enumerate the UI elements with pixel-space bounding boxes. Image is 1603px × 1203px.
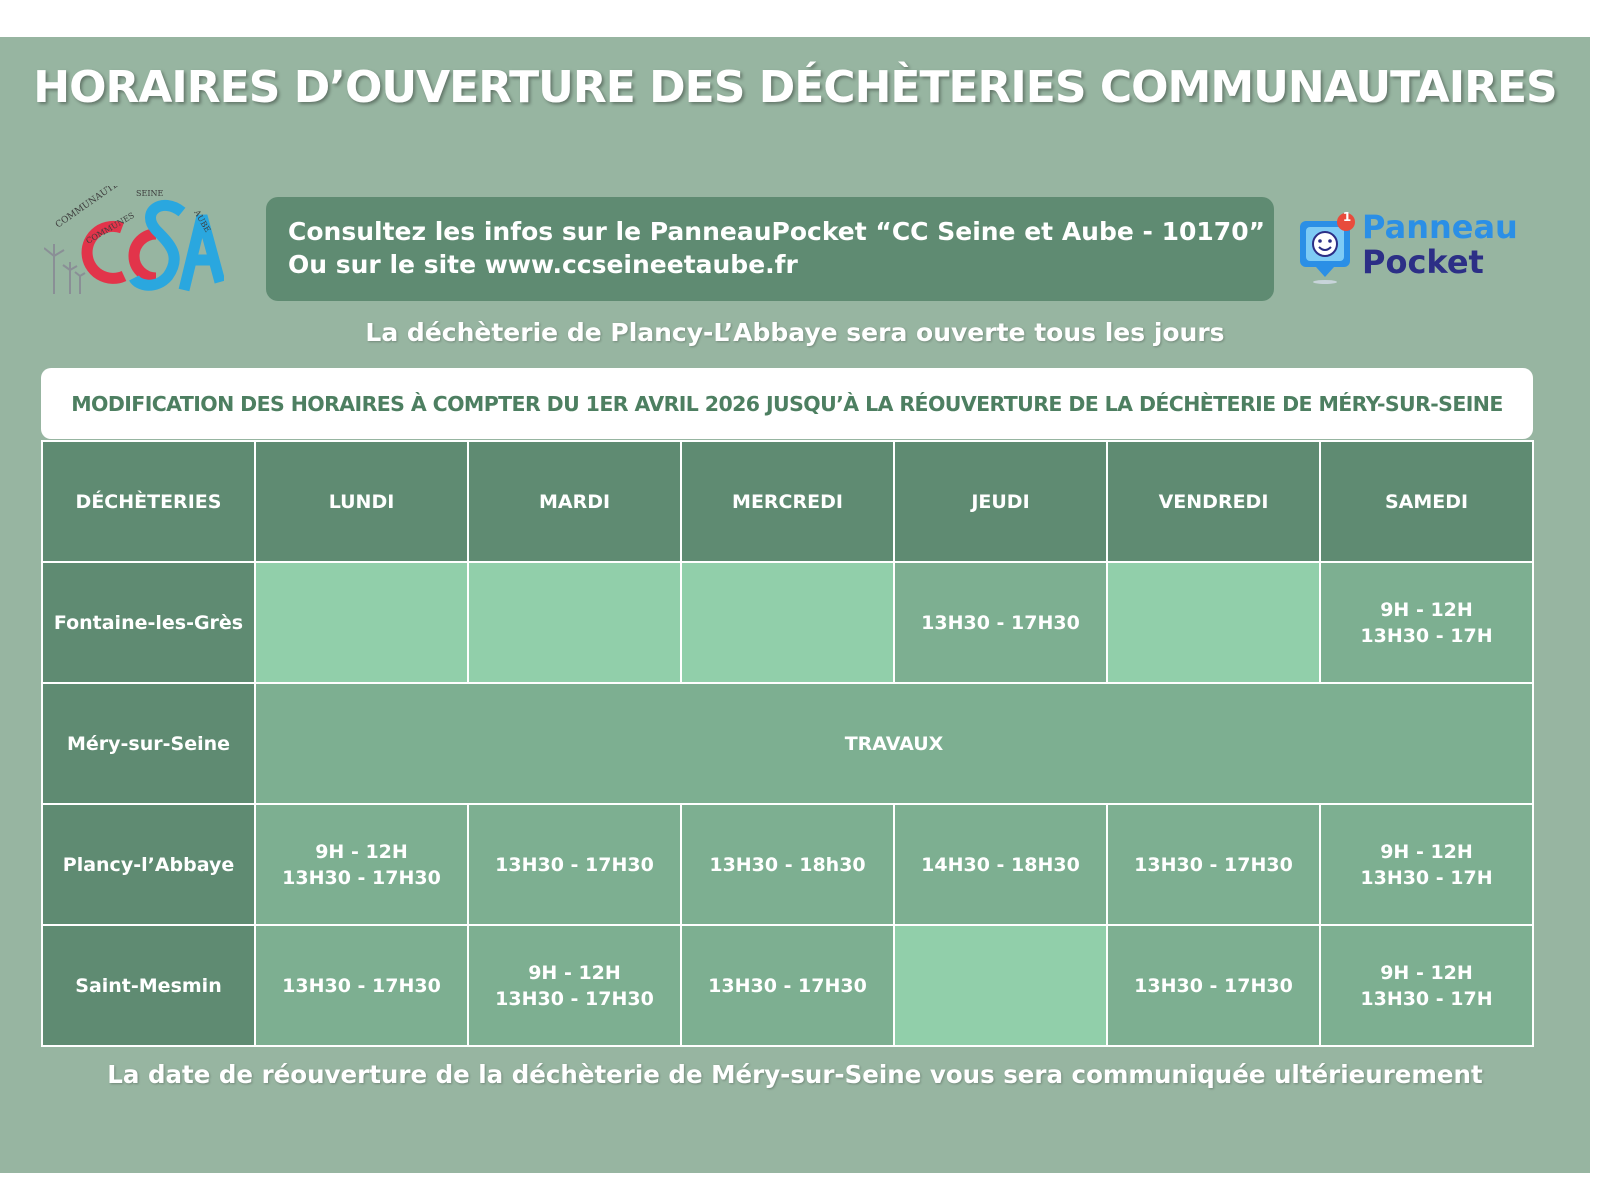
table-row: Saint-Mesmin 13H30 - 17H30 9H - 12H 13H30 -…: [41, 924, 1534, 1047]
panneaupocket-logo: 1 Panneau Pocket: [1298, 208, 1538, 288]
column-header-mercredi: MERCREDI: [680, 440, 895, 563]
ccsa-logo: COMMUNAUTÉ COMMUNES SEINE AUBE: [43, 178, 226, 306]
hours-line: 13H30 - 17H30: [282, 974, 441, 997]
hours-line: 13H30 - 17H: [1360, 866, 1493, 889]
site-name-cell: Méry-sur-Seine: [41, 682, 256, 805]
hours-line: 13H30 - 17H30: [495, 987, 654, 1010]
column-header-lundi: LUNDI: [254, 440, 469, 563]
panneaupocket-line1: Panneau: [1362, 208, 1518, 246]
ccsa-logo-icon: COMMUNAUTÉ COMMUNES SEINE AUBE: [43, 178, 226, 294]
hours-line: 9H - 12H: [1380, 598, 1473, 621]
notification-badge: 1: [1342, 210, 1352, 224]
site-name-cell: Plancy-l’Abbaye: [41, 803, 256, 926]
column-header-site: DÉCHÈTERIES: [41, 440, 256, 563]
column-header-samedi: SAMEDI: [1319, 440, 1534, 563]
hours-cell-mardi: 13H30 - 17H30: [467, 803, 682, 926]
hours-cell-mardi: [467, 561, 682, 684]
panneaupocket-icon: [1300, 213, 1355, 284]
hours-cell-vendredi: [1106, 561, 1321, 684]
hours-cell-lundi: 13H30 - 17H30: [254, 924, 469, 1047]
hours-cell-jeudi: [893, 924, 1108, 1047]
column-header-jeudi: JEUDI: [893, 440, 1108, 563]
footer-note: La date de réouverture de la déchèterie …: [107, 1060, 1483, 1089]
subtitle: La déchèterie de Plancy-L’Abbaye sera ou…: [365, 318, 1225, 347]
hours-line: 13H30 - 17H: [1360, 624, 1493, 647]
hours-cell-mardi: 9H - 12H 13H30 - 17H30: [467, 924, 682, 1047]
logo-text-seine: SEINE: [136, 189, 163, 198]
hours-line: 9H - 12H: [1380, 840, 1473, 863]
table-row: Méry-sur-Seine TRAVAUX: [41, 682, 1534, 805]
info-box: Consultez les infos sur le PanneauPocket…: [266, 197, 1274, 301]
table-row: Fontaine-les-Grès 13H30 - 17H30 9H - 12H 13…: [41, 561, 1534, 684]
table-header-row: DÉCHÈTERIES LUNDI MARDI MERCREDI JEUDI V…: [41, 440, 1534, 563]
info-line-panneaupocket: Consultez les infos sur le PanneauPocket…: [288, 217, 1266, 246]
hours-cell-samedi: 9H - 12H 13H30 - 17H: [1319, 803, 1534, 926]
hours-cell-lundi: 9H - 12H 13H30 - 17H30: [254, 803, 469, 926]
hours-line: 13H30 - 17H30: [921, 611, 1080, 634]
site-name-cell: Fontaine-les-Grès: [41, 561, 256, 684]
hours-cell-samedi: 9H - 12H 13H30 - 17H: [1319, 561, 1534, 684]
hours-line: 13H30 - 17H30: [282, 866, 441, 889]
panneaupocket-wordmark: Panneau Pocket: [1362, 210, 1518, 280]
schedule-notice: MODIFICATION DES HORAIRES À COMPTER DU 1…: [41, 368, 1533, 439]
panneaupocket-line2: Pocket: [1362, 243, 1484, 281]
hours-cell-vendredi: 13H30 - 17H30: [1106, 924, 1321, 1047]
hours-cell-jeudi: 14H30 - 18H30: [893, 803, 1108, 926]
hours-cell-vendredi: 13H30 - 17H30: [1106, 803, 1321, 926]
hours-cell-jeudi: 13H30 - 17H30: [893, 561, 1108, 684]
column-header-mardi: MARDI: [467, 440, 682, 563]
hours-line: 13H30 - 17H: [1360, 987, 1493, 1010]
table-row: Plancy-l’Abbaye 9H - 12H 13H30 - 17H30 13H3…: [41, 803, 1534, 926]
page-title: HORAIRES D’OUVERTURE DES DÉCHÈTERIES COM…: [33, 62, 1557, 113]
hours-cell-mercredi: [680, 561, 895, 684]
hours-cell-mercredi: 13H30 - 18h30: [680, 803, 895, 926]
schedule-table: DÉCHÈTERIES LUNDI MARDI MERCREDI JEUDI V…: [41, 440, 1534, 1047]
hours-line: 9H - 12H: [1380, 961, 1473, 984]
hours-line: 9H - 12H: [528, 961, 621, 984]
works-cell: TRAVAUX: [254, 682, 1534, 805]
hours-line: 13H30 - 17H30: [1134, 974, 1293, 997]
column-header-vendredi: VENDREDI: [1106, 440, 1321, 563]
hours-cell-samedi: 9H - 12H 13H30 - 17H: [1319, 924, 1534, 1047]
info-line-website: Ou sur le site www.ccseineetaube.fr: [288, 250, 798, 279]
hours-line: 13H30 - 17H30: [1134, 853, 1293, 876]
schedule-body: Fontaine-les-Grès 13H30 - 17H30 9H - 12H 13…: [41, 561, 1534, 1047]
site-name-cell: Saint-Mesmin: [41, 924, 256, 1047]
hours-line: 13H30 - 17H30: [495, 853, 654, 876]
hours-line: 9H - 12H: [315, 840, 408, 863]
hours-cell-lundi: [254, 561, 469, 684]
hours-line: 14H30 - 18H30: [921, 853, 1080, 876]
logo-text-communes: COMMUNES: [85, 211, 136, 246]
hours-line: 13H30 - 17H30: [708, 974, 867, 997]
hours-cell-mercredi: 13H30 - 17H30: [680, 924, 895, 1047]
hours-line: 13H30 - 18h30: [709, 853, 866, 876]
